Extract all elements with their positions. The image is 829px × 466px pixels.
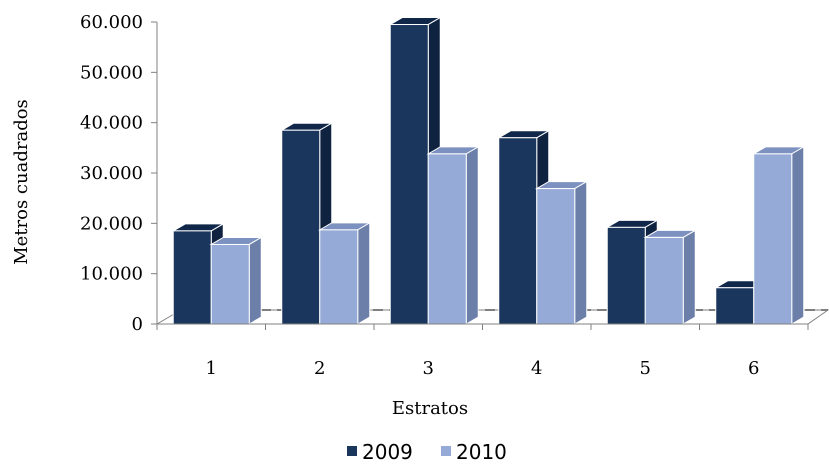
y-axis: 0 10.000 20.000 30.000 40.000 50.000 60.000	[80, 12, 158, 335]
bar-front-face	[319, 229, 359, 325]
bar-front-face	[536, 188, 576, 325]
legend-label-2009: 2009	[362, 440, 413, 464]
bar-front-face	[606, 226, 646, 325]
legend-label-2010: 2010	[456, 440, 507, 464]
x-axis: 1 2 3 4 5 6	[156, 323, 809, 379]
y-tick-label: 50.000	[80, 62, 143, 83]
bar-2010-cat-3	[426, 146, 481, 325]
bar-side-face	[574, 180, 588, 325]
y-tick-label: 30.000	[80, 163, 143, 184]
x-tick-label: 4	[531, 358, 542, 379]
y-tick-label: 20.000	[80, 213, 143, 234]
bar-side-face	[682, 229, 696, 325]
x-tick-label: 5	[640, 358, 651, 379]
bar-side-face	[357, 222, 371, 325]
bar-front-face	[715, 287, 755, 325]
bar-2010-cat-4	[534, 180, 589, 325]
bar-front-face	[753, 153, 793, 325]
x-tick-label: 6	[748, 358, 759, 379]
bar-2010-cat-6	[751, 146, 806, 325]
x-tick-label: 3	[423, 358, 434, 379]
bar-2009-cat-2	[279, 122, 334, 325]
bar-front-face	[427, 153, 467, 325]
bar-2010-cat-1	[209, 236, 264, 325]
bar-2010-cat-5	[643, 229, 698, 325]
legend-swatch-2010	[441, 446, 451, 456]
x-tick-label: 2	[314, 358, 325, 379]
y-tick-label: 0	[132, 314, 143, 335]
x-axis-title: Estratos	[392, 398, 468, 419]
bar-side-face	[465, 146, 479, 325]
y-tick-label: 60.000	[80, 12, 143, 33]
bar-2010-cat-2	[317, 222, 372, 325]
y-tick-label: 10.000	[80, 264, 143, 285]
bar-side-face	[248, 236, 262, 325]
legend: 2009 2010	[347, 440, 507, 464]
y-axis-title: Metros cuadrados	[11, 99, 32, 265]
bar-front-face	[498, 137, 538, 325]
bar-front-face	[389, 24, 429, 325]
bar-front-face	[644, 236, 684, 325]
legend-swatch-2009	[347, 446, 357, 456]
bar-front-face	[281, 129, 321, 325]
bar-front-face	[210, 243, 250, 325]
y-tick-label: 40.000	[80, 113, 143, 134]
bars	[171, 16, 806, 325]
bar-front-face	[172, 230, 212, 325]
bar-side-face	[791, 146, 805, 325]
x-tick-label: 1	[206, 358, 217, 379]
